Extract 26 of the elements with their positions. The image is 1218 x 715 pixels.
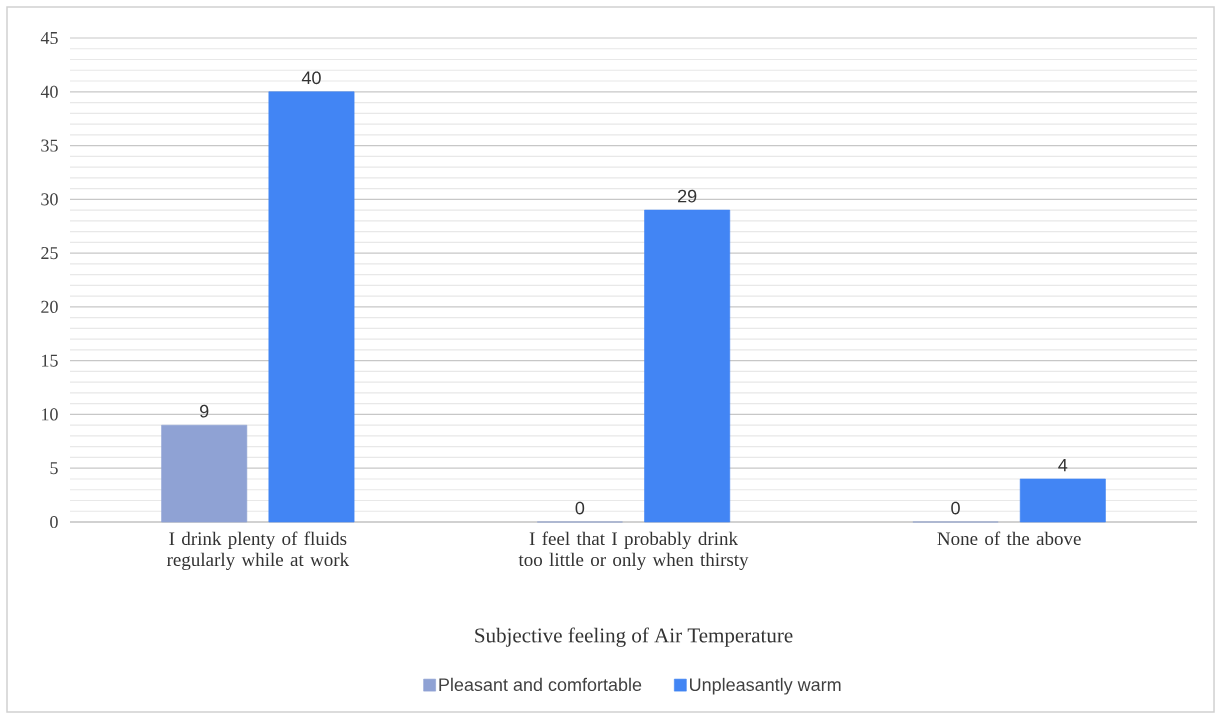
y-tick-label: 15 [42, 354, 58, 367]
data-label: 9 [200, 404, 209, 418]
data-label: 0 [951, 501, 960, 515]
y-tick-label: 45 [40, 31, 58, 45]
data-label: 40 [301, 71, 321, 85]
data-label: 29 [678, 189, 697, 203]
bar [161, 424, 248, 523]
y-tick-label: 25 [41, 247, 58, 260]
y-tick-label: 40 [40, 85, 58, 98]
x-tick-label: I drink plenty of fluids regularly while at work [166, 531, 350, 570]
data-label: 4 [1058, 458, 1068, 472]
bar [1019, 478, 1106, 523]
legend-label: Unpleasantly warm [690, 677, 841, 695]
legend-label: Pleasant and comfortable [439, 677, 642, 692]
y-tick-label: 10 [42, 408, 58, 421]
y-tick-label: 0 [50, 515, 58, 529]
y-tick-label: 35 [41, 139, 58, 152]
x-tick-label: I feel that I probably drink too little or only when thirsty [518, 531, 749, 570]
data-label: 0 [575, 501, 585, 515]
x-axis-title: Subjective feeling of Air Temperature [475, 627, 793, 647]
y-tick-label: 20 [41, 300, 58, 313]
x-tick-label: None of the above [937, 531, 1081, 546]
y-tick-label: 5 [50, 462, 58, 475]
bar [268, 91, 355, 523]
bar [644, 209, 731, 523]
y-tick-label: 30 [41, 193, 58, 206]
